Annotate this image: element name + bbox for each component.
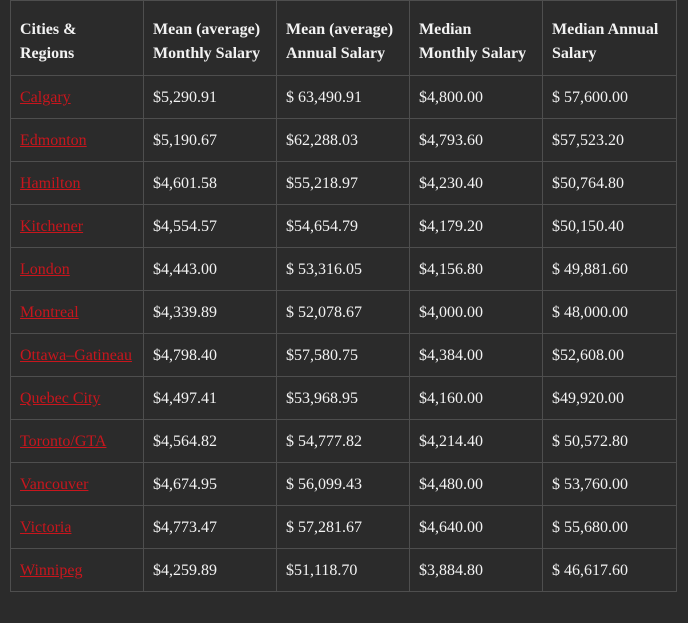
city-link[interactable]: Toronto/GTA [20, 433, 107, 450]
salary-cell: $55,218.97 [276, 161, 410, 205]
salary-cell: $50,764.80 [542, 161, 677, 205]
salary-cell: $4,554.57 [143, 204, 277, 248]
header-row: Cities & Regions Mean (average) Monthly S… [10, 0, 677, 76]
city-cell: Ottawa–Gatineau [10, 333, 144, 377]
city-link[interactable]: Montreal [20, 304, 79, 321]
salary-cell: $4,214.40 [409, 419, 543, 463]
table-row: Victoria $4,773.47 $ 57,281.67 $4,640.00 $ 5… [10, 505, 677, 549]
salary-cell: $ 56,099.43 [276, 462, 410, 506]
table-row: Quebec City $4,497.41 $53,968.95 $4,160.00 $… [10, 376, 677, 420]
salary-cell: $ 54,777.82 [276, 419, 410, 463]
table-row: Calgary $5,290.91 $ 63,490.91 $4,800.00 $ 57… [10, 75, 677, 119]
salary-cell: $4,339.89 [143, 290, 277, 334]
city-link[interactable]: Ottawa–Gatineau [20, 347, 132, 364]
city-cell: Montreal [10, 290, 144, 334]
salary-cell: $ 48,000.00 [542, 290, 677, 334]
city-cell: Edmonton [10, 118, 144, 162]
salary-cell: $57,580.75 [276, 333, 410, 377]
header-cell: Median Annual Salary [542, 0, 677, 76]
salary-cell: $57,523.20 [542, 118, 677, 162]
salary-cell: $4,179.20 [409, 204, 543, 248]
city-cell: Kitchener [10, 204, 144, 248]
salary-table: Cities & Regions Mean (average) Monthly S… [10, 0, 677, 592]
salary-cell: $ 49,881.60 [542, 247, 677, 291]
salary-cell: $ 57,600.00 [542, 75, 677, 119]
city-link[interactable]: Winnipeg [20, 562, 83, 579]
table-row: Vancouver $4,674.95 $ 56,099.43 $4,480.00 $ … [10, 462, 677, 506]
salary-cell: $4,640.00 [409, 505, 543, 549]
header-cell: Cities & Regions [10, 0, 144, 76]
salary-cell: $4,259.89 [143, 548, 277, 592]
salary-cell: $51,118.70 [276, 548, 410, 592]
city-cell: Vancouver [10, 462, 144, 506]
header-cell: Median Monthly Salary [409, 0, 543, 76]
salary-cell: $53,968.95 [276, 376, 410, 420]
city-cell: London [10, 247, 144, 291]
salary-cell: $ 46,617.60 [542, 548, 677, 592]
salary-cell: $4,564.82 [143, 419, 277, 463]
salary-cell: $4,156.80 [409, 247, 543, 291]
salary-cell: $ 57,281.67 [276, 505, 410, 549]
salary-cell: $4,674.95 [143, 462, 277, 506]
city-link[interactable]: Quebec City [20, 390, 101, 407]
city-cell: Toronto/GTA [10, 419, 144, 463]
salary-cell: $4,230.40 [409, 161, 543, 205]
salary-cell: $4,384.00 [409, 333, 543, 377]
table-row: London $4,443.00 $ 53,316.05 $4,156.80 $ 49,… [10, 247, 677, 291]
city-cell: Victoria [10, 505, 144, 549]
table-row: Toronto/GTA $4,564.82 $ 54,777.82 $4,214.40… [10, 419, 677, 463]
table-row: Hamilton $4,601.58 $55,218.97 $4,230.40 $50,… [10, 161, 677, 205]
table-body: Calgary $5,290.91 $ 63,490.91 $4,800.00 $ 57… [10, 75, 677, 592]
salary-cell: $ 53,760.00 [542, 462, 677, 506]
salary-cell: $49,920.00 [542, 376, 677, 420]
header-cell: Mean (average) Monthly Salary [143, 0, 277, 76]
salary-cell: $62,288.03 [276, 118, 410, 162]
salary-cell: $5,290.91 [143, 75, 277, 119]
salary-cell: $3,884.80 [409, 548, 543, 592]
city-link[interactable]: Victoria [20, 519, 72, 536]
salary-cell: $4,443.00 [143, 247, 277, 291]
table-row: Kitchener $4,554.57 $54,654.79 $4,179.20 $50… [10, 204, 677, 248]
city-cell: Quebec City [10, 376, 144, 420]
header-cell: Mean (average) Annual Salary [276, 0, 410, 76]
table-row: Edmonton $5,190.67 $62,288.03 $4,793.60 $57,… [10, 118, 677, 162]
city-link[interactable]: Vancouver [20, 476, 89, 493]
salary-cell: $ 50,572.80 [542, 419, 677, 463]
salary-cell: $ 52,078.67 [276, 290, 410, 334]
salary-cell: $4,480.00 [409, 462, 543, 506]
salary-cell: $4,160.00 [409, 376, 543, 420]
salary-cell: $4,497.41 [143, 376, 277, 420]
city-link[interactable]: Kitchener [20, 218, 84, 235]
city-cell: Calgary [10, 75, 144, 119]
salary-cell: $54,654.79 [276, 204, 410, 248]
salary-cell: $5,190.67 [143, 118, 277, 162]
salary-cell: $4,601.58 [143, 161, 277, 205]
salary-cell: $4,000.00 [409, 290, 543, 334]
city-link[interactable]: Edmonton [20, 132, 87, 149]
salary-cell: $50,150.40 [542, 204, 677, 248]
city-cell: Winnipeg [10, 548, 144, 592]
table-row: Ottawa–Gatineau $4,798.40 $57,580.75 $4,384… [10, 333, 677, 377]
city-link[interactable]: London [20, 261, 70, 278]
table-row: Montreal $4,339.89 $ 52,078.67 $4,000.00 $ 4… [10, 290, 677, 334]
salary-cell: $4,793.60 [409, 118, 543, 162]
salary-cell: $4,800.00 [409, 75, 543, 119]
table-row: Winnipeg $4,259.89 $51,118.70 $3,884.80 $ 46… [10, 548, 677, 592]
city-link[interactable]: Calgary [20, 89, 71, 106]
salary-cell: $4,798.40 [143, 333, 277, 377]
salary-cell: $ 53,316.05 [276, 247, 410, 291]
city-link[interactable]: Hamilton [20, 175, 81, 192]
salary-cell: $4,773.47 [143, 505, 277, 549]
city-cell: Hamilton [10, 161, 144, 205]
salary-cell: $52,608.00 [542, 333, 677, 377]
salary-cell: $ 63,490.91 [276, 75, 410, 119]
salary-cell: $ 55,680.00 [542, 505, 677, 549]
